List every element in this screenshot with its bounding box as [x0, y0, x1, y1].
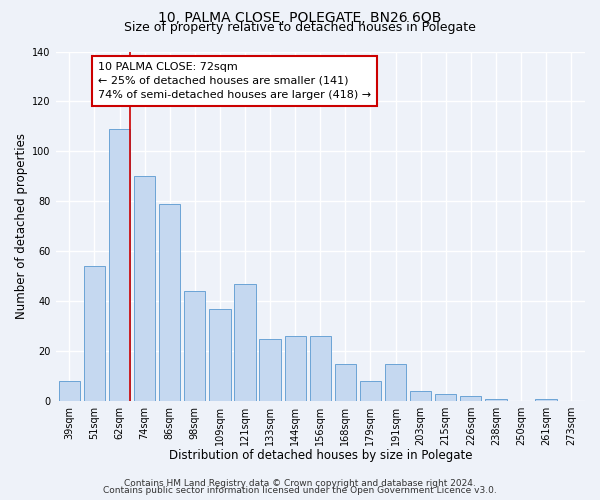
- Bar: [485, 398, 506, 401]
- Bar: [235, 284, 256, 401]
- Bar: [284, 336, 306, 401]
- Bar: [435, 394, 457, 401]
- Bar: [259, 338, 281, 401]
- Bar: [209, 308, 230, 401]
- Bar: [310, 336, 331, 401]
- Text: 10 PALMA CLOSE: 72sqm
← 25% of detached houses are smaller (141)
74% of semi-det: 10 PALMA CLOSE: 72sqm ← 25% of detached …: [98, 62, 371, 100]
- Bar: [184, 291, 205, 401]
- Bar: [159, 204, 181, 401]
- Bar: [460, 396, 481, 401]
- Bar: [410, 391, 431, 401]
- Text: 10, PALMA CLOSE, POLEGATE, BN26 6QB: 10, PALMA CLOSE, POLEGATE, BN26 6QB: [158, 11, 442, 25]
- Bar: [535, 398, 557, 401]
- Bar: [385, 364, 406, 401]
- Bar: [360, 381, 381, 401]
- Bar: [84, 266, 105, 401]
- Text: Size of property relative to detached houses in Polegate: Size of property relative to detached ho…: [124, 21, 476, 34]
- X-axis label: Distribution of detached houses by size in Polegate: Distribution of detached houses by size …: [169, 450, 472, 462]
- Y-axis label: Number of detached properties: Number of detached properties: [15, 134, 28, 320]
- Bar: [59, 381, 80, 401]
- Bar: [335, 364, 356, 401]
- Text: Contains public sector information licensed under the Open Government Licence v3: Contains public sector information licen…: [103, 486, 497, 495]
- Bar: [109, 129, 130, 401]
- Bar: [134, 176, 155, 401]
- Text: Contains HM Land Registry data © Crown copyright and database right 2024.: Contains HM Land Registry data © Crown c…: [124, 478, 476, 488]
